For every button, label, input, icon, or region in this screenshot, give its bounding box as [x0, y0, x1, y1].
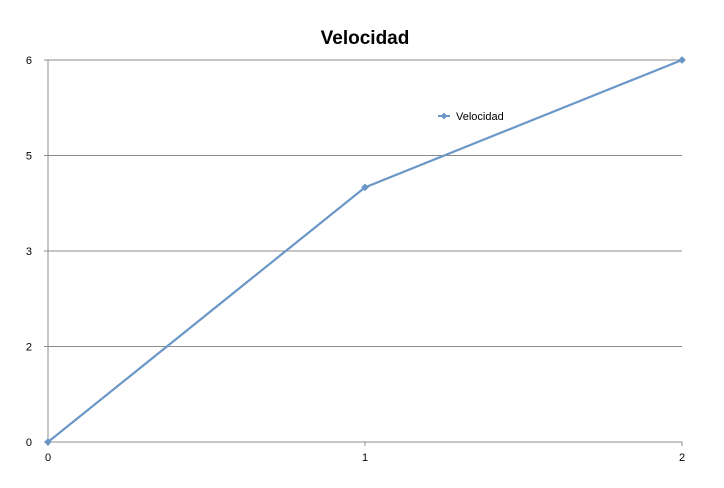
y-tick-label: 3: [26, 246, 32, 258]
chart-title: Velocidad: [321, 28, 410, 49]
legend-swatch-marker: [440, 112, 448, 120]
legend: Velocidad: [438, 111, 504, 123]
x-tick-label: 1: [362, 452, 368, 464]
data-point: [678, 56, 686, 64]
gridlines: [48, 59, 682, 347]
tick-labels: 0 2 3 5 6 0 1 2: [26, 55, 685, 464]
legend-label: Velocidad: [456, 111, 504, 123]
x-tick-label: 0: [45, 452, 51, 464]
y-tick-label: 5: [26, 151, 32, 163]
data-point: [361, 183, 369, 192]
data-point: [44, 438, 52, 446]
y-tick-label: 0: [26, 437, 32, 449]
y-tick-label: 2: [26, 342, 32, 354]
series: [44, 56, 686, 446]
y-tick-label: 6: [26, 55, 32, 67]
x-tick-label: 2: [679, 452, 685, 464]
